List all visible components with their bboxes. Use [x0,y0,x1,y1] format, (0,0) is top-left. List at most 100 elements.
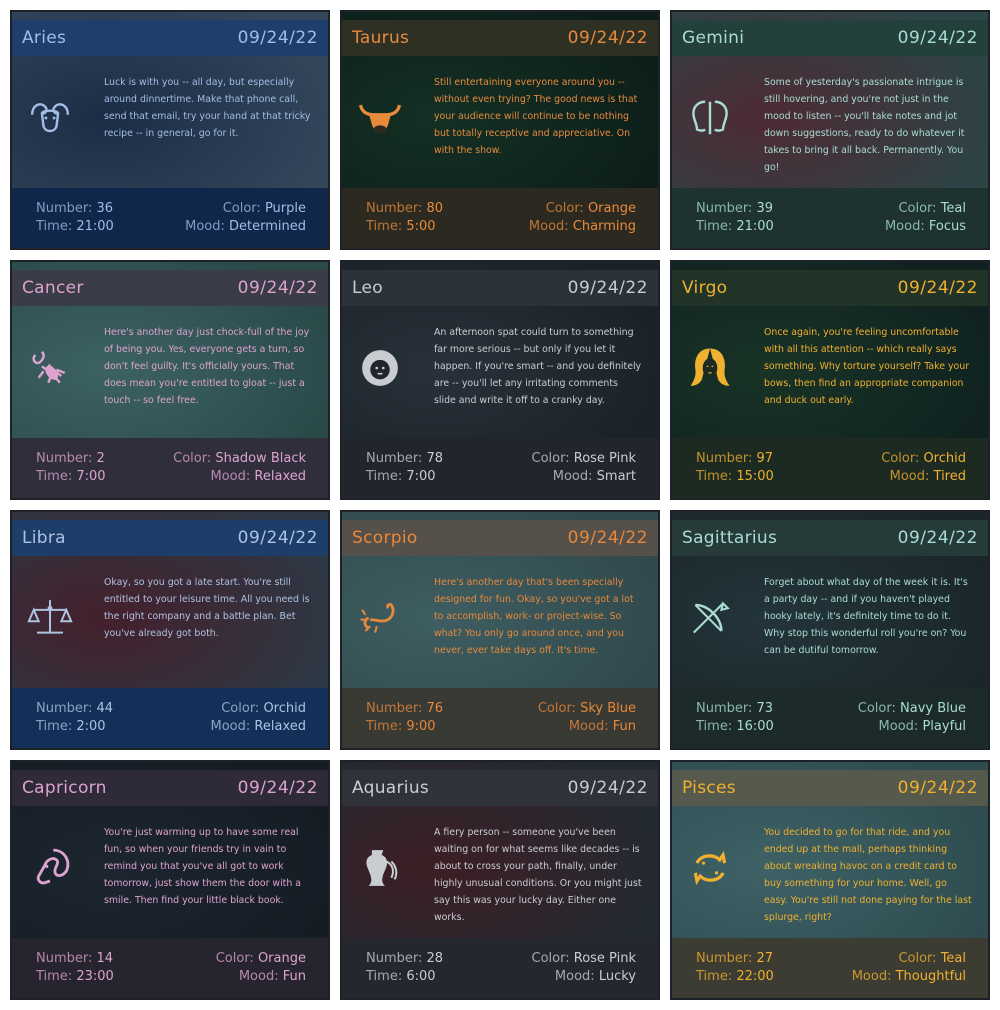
mood-label: Mood: [851,969,892,984]
sign-name: Libra [22,528,66,548]
sign-name: Aquarius [352,778,430,798]
mood-label: Mood: [210,719,251,734]
color-label: Color: [173,451,212,466]
sign-name: Gemini [682,28,745,48]
color-value: Teal [940,201,966,216]
color-label: Color: [531,951,570,966]
horoscope-text: A fiery person -- someone you've been wa… [434,827,642,923]
mood-value: Playful [922,719,966,734]
number-label: Number: [36,451,93,466]
scales-icon [22,590,78,646]
number-value: 14 [96,951,114,966]
mood: Mood: Fun [538,718,636,736]
horoscope-card-capricorn[interactable]: Capricorn 09/24/22 You're just warming u… [10,760,330,1000]
horoscope-card-scorpio[interactable]: Scorpio 09/24/22 Here's another day that… [340,510,660,750]
lucky-number: Number: 2 [36,450,106,468]
time-value: 22:00 [736,969,774,984]
sign-name: Scorpio [352,528,418,548]
mood: Mood: Smart [532,468,636,486]
number-label: Number: [366,451,423,466]
color-label: Color: [531,451,570,466]
mood: Mood: Relaxed [173,468,306,486]
card-footer: Number: 2 Time: 7:00 Color: Shadow Black… [12,438,328,498]
horoscope-card-pisces[interactable]: Pisces 09/24/22 You decided to go for th… [670,760,990,1000]
crab-icon [22,340,78,396]
number-label: Number: [36,701,93,716]
lucky-time: Time: 5:00 [366,218,443,236]
number-value: 73 [756,701,774,716]
lucky-color: Color: Rose Pink [532,950,636,968]
lucky-time: Time: 7:00 [366,468,443,486]
card-header: Taurus 09/24/22 [342,20,658,56]
number-value: 76 [426,701,444,716]
lucky-number: Number: 39 [696,200,774,218]
horoscope-text: You decided to go for that ride, and you… [764,827,972,923]
lucky-number: Number: 14 [36,950,114,968]
color-value: Rose Pink [573,451,636,466]
number-label: Number: [696,951,753,966]
card-footer: Number: 36 Time: 21:00 Color: Purple Moo… [12,188,328,248]
time-label: Time: [366,969,403,984]
sign-name: Cancer [22,278,84,298]
lucky-time: Time: 15:00 [696,468,774,486]
card-header: Leo 09/24/22 [342,270,658,306]
number-label: Number: [36,951,93,966]
horoscope-card-taurus[interactable]: Taurus 09/24/22 Still entertaining every… [340,10,660,250]
horoscope-card-libra[interactable]: Libra 09/24/22 Okay, so you got a late s… [10,510,330,750]
mood-value: Fun [282,969,306,984]
number-value: 80 [426,201,444,216]
lucky-time: Time: 21:00 [36,218,114,236]
horoscope-card-aries[interactable]: Aries 09/24/22 Luck is with you -- all d… [10,10,330,250]
horoscope-card-cancer[interactable]: Cancer 09/24/22 Here's another day just … [10,260,330,500]
mood: Mood: Lucky [532,968,636,986]
horoscope-text: You're just warming up to have some real… [104,827,302,906]
card-footer: Number: 44 Time: 2:00 Color: Orchid Mood… [12,688,328,748]
sign-name: Sagittarius [682,528,778,548]
mood: Mood: Playful [858,718,966,736]
mood-label: Mood: [568,719,609,734]
time-label: Time: [696,719,733,734]
lucky-number: Number: 36 [36,200,114,218]
color-value: Sky Blue [580,701,636,716]
horoscope-card-gemini[interactable]: Gemini 09/24/22 Some of yesterday's pass… [670,10,990,250]
horoscope-card-sagittarius[interactable]: Sagittarius 09/24/22 Forget about what d… [670,510,990,750]
lucky-number: Number: 44 [36,700,113,718]
time-value: 2:00 [76,719,106,734]
mood-value: Relaxed [254,719,306,734]
mood-label: Mood: [878,719,919,734]
horoscope-date: 09/24/22 [897,278,978,298]
mood-value: Thoughtful [895,969,966,984]
color-value: Navy Blue [900,701,966,716]
lucky-color: Color: Teal [885,200,966,218]
mood: Mood: Relaxed [211,718,306,736]
color-label: Color: [898,951,937,966]
time-label: Time: [696,469,733,484]
number-label: Number: [366,201,423,216]
mood-label: Mood: [238,969,279,984]
time-value: 15:00 [736,469,774,484]
lucky-time: Time: 2:00 [36,718,113,736]
card-header: Virgo 09/24/22 [672,270,988,306]
mood-label: Mood: [210,469,251,484]
horoscope-text: Here's another day just chock-full of th… [104,327,310,406]
color-value: Rose Pink [573,951,636,966]
lucky-number: Number: 97 [696,450,774,468]
lucky-number: Number: 73 [696,700,774,718]
card-header: Gemini 09/24/22 [672,20,988,56]
time-value: 7:00 [76,469,106,484]
horoscope-date: 09/24/22 [237,528,318,548]
mood-value: Tired [933,469,966,484]
time-value: 6:00 [406,969,436,984]
color-label: Color: [881,451,920,466]
sign-name: Leo [352,278,383,298]
lucky-number: Number: 78 [366,450,443,468]
horoscope-card-leo[interactable]: Leo 09/24/22 An afternoon spat could tur… [340,260,660,500]
lucky-time: Time: 16:00 [696,718,774,736]
time-label: Time: [696,219,733,234]
horoscope-card-virgo[interactable]: Virgo 09/24/22 Once again, you're feelin… [670,260,990,500]
horoscope-card-aquarius[interactable]: Aquarius 09/24/22 A fiery person -- some… [340,760,660,1000]
card-footer: Number: 80 Time: 5:00 Color: Orange Mood… [342,188,658,248]
horoscope-date: 09/24/22 [237,278,318,298]
time-label: Time: [36,219,73,234]
horoscope-date: 09/24/22 [897,28,978,48]
